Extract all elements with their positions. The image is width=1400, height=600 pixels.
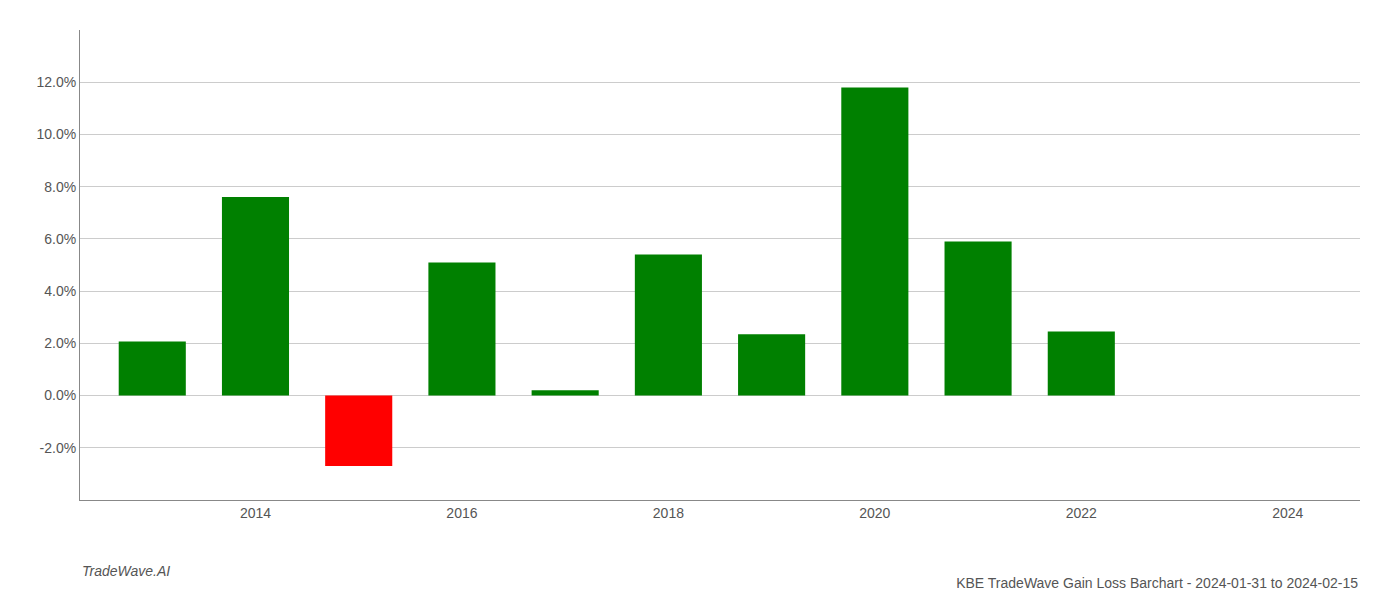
svg-text:2016: 2016 [446,505,477,521]
svg-text:8.0%: 8.0% [44,179,76,195]
svg-text:KBE TradeWave Gain Loss Barcha: KBE TradeWave Gain Loss Barchart - 2024-… [956,575,1358,591]
svg-text:2.0%: 2.0% [44,335,76,351]
svg-text:0.0%: 0.0% [44,387,76,403]
svg-text:2018: 2018 [653,505,684,521]
svg-text:2020: 2020 [859,505,890,521]
svg-text:2022: 2022 [1066,505,1097,521]
svg-text:6.0%: 6.0% [44,231,76,247]
svg-text:2014: 2014 [240,505,271,521]
svg-text:2024: 2024 [1272,505,1303,521]
svg-text:TradeWave.AI: TradeWave.AI [82,563,170,579]
svg-text:12.0%: 12.0% [36,74,76,90]
svg-text:4.0%: 4.0% [44,283,76,299]
svg-text:-2.0%: -2.0% [40,440,77,456]
svg-text:10.0%: 10.0% [36,126,76,142]
